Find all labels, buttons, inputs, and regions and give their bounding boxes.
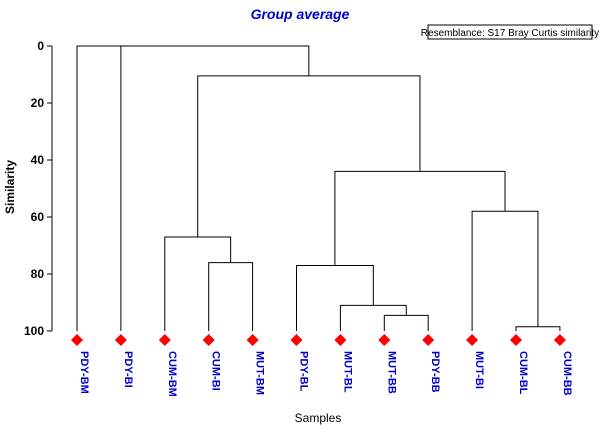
chart-title: Group average: [251, 6, 350, 22]
leaf-label: CUM-BI: [210, 351, 222, 391]
dendrogram-branch: [296, 264, 374, 331]
y-tick-label: 60: [31, 210, 45, 224]
dendrogram-branch: [208, 262, 254, 331]
leaf-label: CUM-BM: [166, 351, 178, 397]
leaf-label: PDY-BL: [298, 351, 310, 392]
dendrogram-branch: [164, 236, 232, 331]
dendrogram-branch: [120, 45, 310, 331]
leaf-label: PDY-BB: [429, 351, 441, 393]
leaf-marker: [510, 334, 522, 346]
legend-box-frame: [427, 24, 593, 40]
leaf-marker: [71, 334, 83, 346]
y-axis-label: Similarity: [3, 160, 17, 214]
leaf-label: MUT-BB: [385, 351, 397, 394]
leaf-marker: [202, 334, 215, 346]
dendrogram-branch: [197, 75, 421, 237]
leaf-label: MUT-BL: [341, 351, 353, 393]
leaf-label: CUM-BL: [517, 351, 529, 395]
leaf-marker: [334, 334, 347, 346]
y-tick-label: 100: [24, 324, 44, 338]
leaf-label: MUT-BI: [473, 351, 485, 389]
dendrogram-branches: [76, 45, 561, 331]
y-tick-label: 20: [31, 96, 45, 110]
leaf-marker: [466, 334, 479, 346]
leaf-marker: [378, 334, 391, 346]
leaf-label: PDY-BM: [78, 351, 90, 394]
leaf-label: CUM-BB: [561, 351, 573, 396]
y-tick-label: 40: [31, 153, 45, 167]
leaf-marker: [158, 334, 171, 346]
dendrogram-branch: [515, 326, 561, 331]
leaf-label: MUT-BM: [254, 351, 266, 395]
dendrogram-branch: [76, 45, 215, 331]
leaf-marker: [422, 334, 435, 346]
y-tick-label: 0: [37, 39, 44, 53]
y-axis: 0 20 40 60 80 100: [24, 39, 53, 338]
leaf-label: PDY-BI: [122, 351, 134, 388]
leaf-marker: [553, 334, 566, 346]
dendrogram-branch: [339, 304, 407, 331]
leaf-group: PDY-BM PDY-BI CUM-BM CUM-BI MUT-BM PDY-BL MUT-…: [71, 334, 573, 397]
dendrogram-branch: [471, 210, 539, 331]
x-axis-label: Samples: [295, 411, 342, 425]
dendrogram-branch: [334, 170, 506, 266]
leaf-marker: [246, 334, 259, 346]
y-tick-label: 80: [31, 267, 45, 281]
legend-box: Resemblance: S17 Bray Curtis similarity: [421, 24, 599, 40]
leaf-marker: [290, 334, 303, 346]
legend-box-text: Resemblance: S17 Bray Curtis similarity: [421, 28, 599, 39]
dendrogram-branch: [383, 314, 429, 331]
leaf-marker: [114, 334, 127, 346]
